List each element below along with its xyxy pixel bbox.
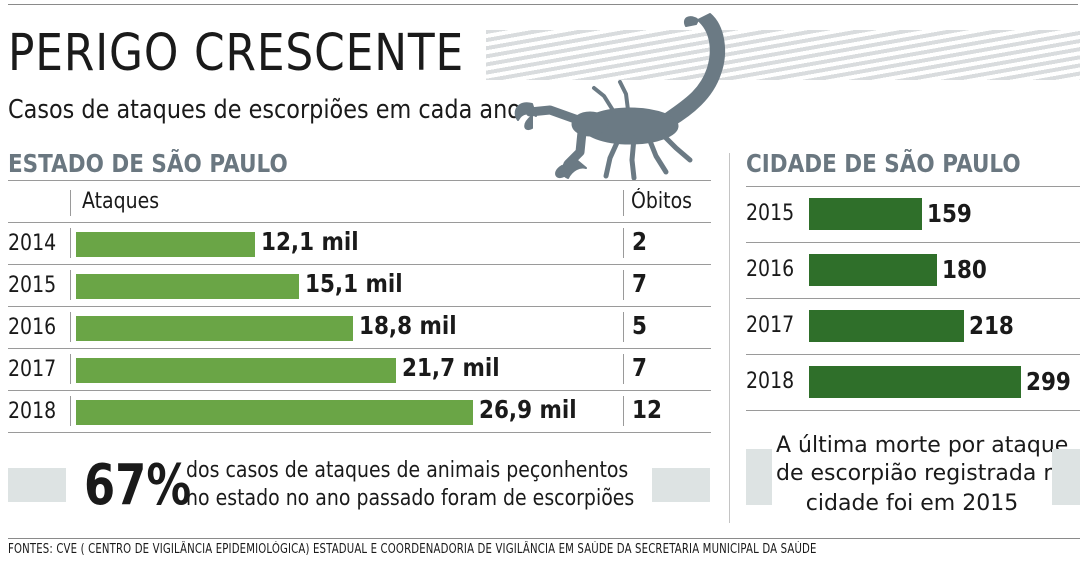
state-year-label: 2015 — [8, 273, 57, 298]
city-attack-value: 299 — [1026, 367, 1071, 396]
city-bottom-rule — [746, 410, 1080, 411]
city-attack-bar — [809, 366, 1021, 398]
state-attack-bar — [76, 274, 299, 299]
city-row-rule — [746, 298, 1080, 299]
state-attack-value: 12,1 mil — [261, 227, 359, 256]
state-attack-value: 21,7 mil — [402, 353, 500, 382]
state-attack-bar — [76, 316, 353, 341]
state-attack-bar — [76, 232, 255, 257]
state-attack-value: 26,9 mil — [479, 395, 577, 424]
header-hatch-pattern — [486, 30, 1080, 80]
page-subtitle: Casos de ataques de escorpiões em cada a… — [8, 95, 521, 125]
state-row-divider-left — [70, 354, 71, 384]
state-row-divider-right — [623, 312, 624, 342]
state-row-divider-right — [623, 354, 624, 384]
state-year-label: 2016 — [8, 315, 57, 340]
state-bottom-rule — [8, 432, 711, 433]
city-attack-bar — [809, 254, 937, 286]
city-note-left-box — [746, 449, 772, 505]
state-title-rule — [8, 180, 711, 181]
deaths-column-header: Óbitos — [631, 189, 693, 214]
city-note-line-3: cidade foi em 2015 — [805, 491, 1019, 516]
state-year-label: 2014 — [8, 231, 57, 256]
state-row-divider-right — [623, 396, 624, 426]
state-row-divider-left — [70, 270, 71, 300]
city-attack-value: 159 — [927, 199, 972, 228]
state-row-divider-left — [70, 396, 71, 426]
city-year-label: 2015 — [746, 201, 795, 226]
state-row-rule — [8, 306, 711, 307]
state-row-rule — [8, 348, 711, 349]
state-deaths-value: 12 — [632, 395, 662, 424]
state-attack-value: 15,1 mil — [305, 269, 403, 298]
state-year-label: 2018 — [8, 399, 57, 424]
city-year-label: 2016 — [746, 257, 795, 282]
state-deaths-value: 7 — [632, 269, 647, 298]
state-header-divider-left — [70, 190, 71, 216]
city-title-rule — [746, 186, 1080, 187]
top-rule — [8, 4, 1078, 5]
state-attack-value: 18,8 mil — [359, 311, 457, 340]
city-attack-value: 218 — [969, 311, 1014, 340]
page-title: PERIGO CRESCENTE — [8, 24, 465, 83]
city-row-rule — [746, 354, 1080, 355]
state-row-divider-right — [623, 270, 624, 300]
state-year-label: 2017 — [8, 357, 57, 382]
city-note-line-1: A última morte por ataque — [776, 433, 1069, 458]
state-note-line-1: dos casos de ataques de animais peçonhen… — [186, 458, 629, 483]
state-attack-bar — [76, 400, 473, 425]
city-note-right-box — [1052, 449, 1080, 505]
state-section-title: ESTADO DE SÃO PAULO — [8, 149, 288, 178]
city-attack-bar — [809, 198, 922, 230]
state-attack-bar — [76, 358, 396, 383]
state-row-divider-right — [623, 228, 624, 258]
state-row-rule — [8, 222, 711, 223]
scorpion-icon — [514, 13, 726, 181]
state-row-rule — [8, 264, 711, 265]
state-row-rule — [8, 390, 711, 391]
city-year-label: 2018 — [746, 369, 795, 394]
footer-rule — [8, 538, 1080, 539]
attacks-column-header: Ataques — [82, 189, 160, 214]
city-note-line-2: de escorpião registrada na — [776, 461, 1071, 486]
city-row-rule — [746, 242, 1080, 243]
state-deaths-value: 5 — [632, 311, 647, 340]
city-section-title: CIDADE DE SÃO PAULO — [746, 149, 1021, 178]
state-row-divider-left — [70, 312, 71, 342]
city-attack-bar — [809, 310, 964, 342]
section-divider — [729, 153, 730, 523]
state-row-divider-left — [70, 228, 71, 258]
state-note-right-box — [652, 468, 710, 502]
state-deaths-value: 2 — [632, 227, 647, 256]
state-deaths-value: 7 — [632, 353, 647, 382]
city-year-label: 2017 — [746, 313, 795, 338]
source-credit: FONTES: CVE ( CENTRO DE VIGILÂNCIA EPIDE… — [8, 542, 817, 557]
city-attack-value: 180 — [942, 255, 987, 284]
state-note-left-box — [8, 468, 66, 502]
state-header-divider-right — [623, 190, 624, 216]
state-note-percent: 67% — [84, 453, 192, 518]
state-note-line-2: no estado no ano passado foram de escorp… — [186, 486, 635, 511]
